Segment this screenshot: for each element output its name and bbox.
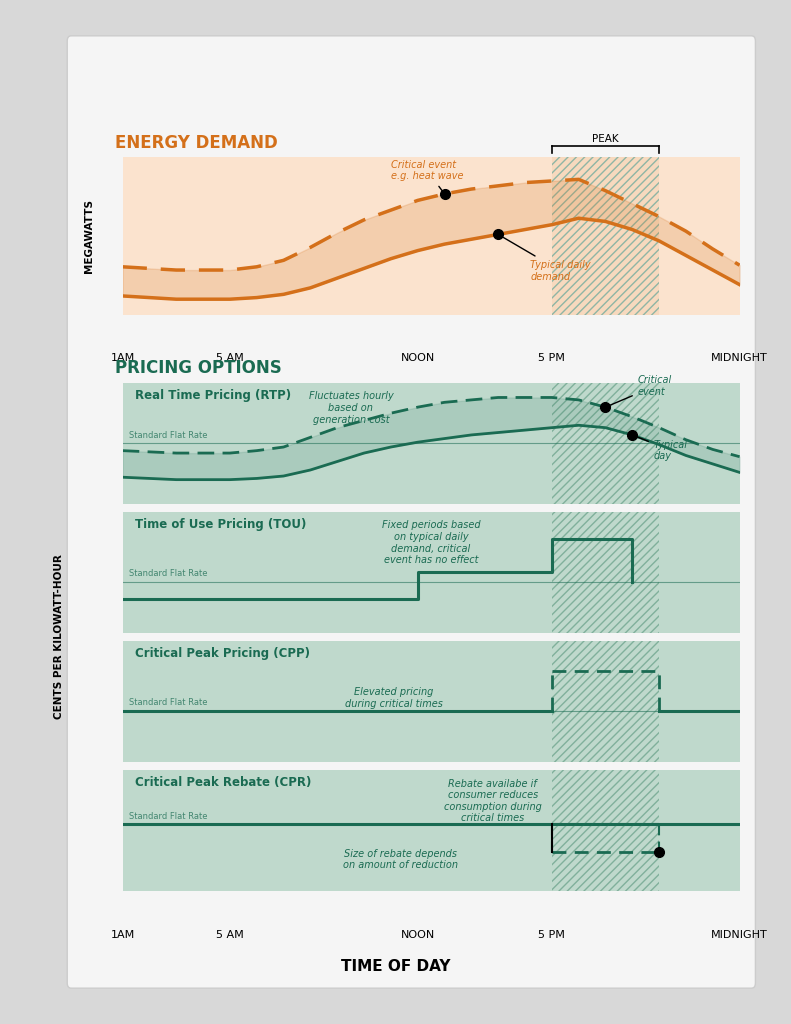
- Text: Size of rebate depends
on amount of reduction: Size of rebate depends on amount of redu…: [343, 849, 458, 870]
- Bar: [552, 641, 659, 762]
- Bar: [552, 641, 659, 762]
- Bar: [552, 383, 659, 504]
- Bar: [552, 383, 659, 504]
- Text: Time of Use Pricing (TOU): Time of Use Pricing (TOU): [135, 518, 306, 531]
- Text: Standard Flat Rate: Standard Flat Rate: [129, 812, 207, 821]
- Text: Real Time Pricing (RTP): Real Time Pricing (RTP): [135, 389, 291, 402]
- Text: Critical Peak Pricing (CPP): Critical Peak Pricing (CPP): [135, 647, 310, 660]
- Bar: [552, 770, 659, 891]
- Text: Standard Flat Rate: Standard Flat Rate: [129, 698, 207, 708]
- Bar: [552, 157, 659, 315]
- Text: Typical daily
demand: Typical daily demand: [501, 236, 591, 282]
- Bar: [552, 770, 659, 891]
- Bar: [552, 512, 659, 633]
- Bar: [552, 512, 659, 633]
- Text: Fluctuates hourly
based on
generation cost: Fluctuates hourly based on generation co…: [308, 391, 393, 425]
- Text: Fixed periods based
on typical daily
demand, critical
event has no effect: Fixed periods based on typical daily dem…: [382, 520, 480, 565]
- Bar: [552, 157, 659, 315]
- Text: Standard Flat Rate: Standard Flat Rate: [129, 569, 207, 579]
- Text: ENERGY DEMAND: ENERGY DEMAND: [115, 133, 278, 152]
- Text: Rebate availabe if
consumer reduces
consumption during
critical times: Rebate availabe if consumer reduces cons…: [444, 778, 542, 823]
- Text: Standard Flat Rate: Standard Flat Rate: [129, 431, 207, 439]
- Text: Elevated pricing
during critical times: Elevated pricing during critical times: [345, 687, 443, 709]
- Text: PEAK: PEAK: [592, 134, 619, 144]
- Text: CENTS PER KILOWATT-HOUR: CENTS PER KILOWATT-HOUR: [55, 554, 64, 720]
- Text: Typical
day: Typical day: [635, 436, 687, 461]
- Text: MEGAWATTS: MEGAWATTS: [84, 199, 93, 273]
- Text: Critical
event: Critical event: [608, 376, 672, 407]
- Text: Critical event
e.g. heat wave: Critical event e.g. heat wave: [391, 160, 464, 191]
- Text: TIME OF DAY: TIME OF DAY: [341, 958, 450, 974]
- Text: PRICING OPTIONS: PRICING OPTIONS: [115, 358, 282, 377]
- Text: Critical Peak Rebate (CPR): Critical Peak Rebate (CPR): [135, 776, 312, 790]
